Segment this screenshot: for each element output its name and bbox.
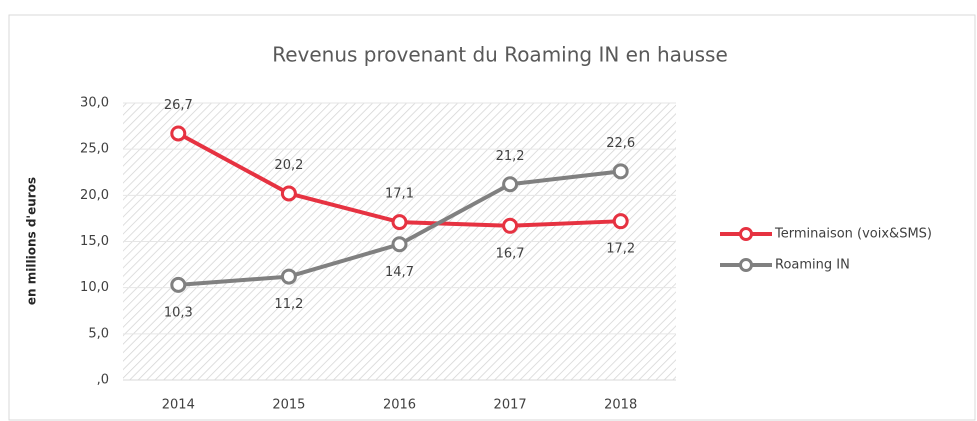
data-point — [280, 185, 297, 202]
data-label: 10,3 — [164, 305, 193, 320]
data-label: 20,2 — [274, 158, 303, 173]
legend-label: Terminaison (voix&SMS) — [774, 227, 932, 242]
y-axis-title: en millions d'euros — [25, 177, 39, 305]
data-label: 22,6 — [606, 136, 635, 151]
legend-marker — [739, 258, 753, 272]
y-tick-label: 10,0 — [80, 280, 109, 295]
x-tick-label: 2016 — [383, 398, 416, 413]
data-point — [391, 214, 408, 231]
data-point — [502, 176, 519, 193]
x-tick-label: 2014 — [162, 398, 195, 413]
chart-title: Revenus provenant du Roaming IN en hauss… — [272, 43, 728, 67]
data-point — [280, 268, 297, 285]
data-point — [612, 163, 629, 180]
data-label: 11,2 — [274, 297, 303, 312]
y-tick-label: 20,0 — [80, 188, 109, 203]
x-tick-label: 2018 — [604, 398, 637, 413]
data-label: 14,7 — [385, 265, 414, 280]
data-label: 17,1 — [385, 187, 414, 202]
x-tick-label: 2015 — [272, 398, 305, 413]
legend-marker — [739, 227, 753, 241]
data-label: 21,2 — [496, 149, 525, 164]
legend-label: Roaming IN — [775, 258, 850, 273]
y-tick-label: 15,0 — [80, 234, 109, 249]
y-tick-label: 5,0 — [88, 326, 109, 341]
data-point — [170, 125, 187, 142]
data-point — [391, 236, 408, 253]
data-point — [612, 213, 629, 230]
x-tick-label: 2017 — [494, 398, 527, 413]
data-label: 17,2 — [606, 242, 635, 257]
data-label: 26,7 — [164, 98, 193, 113]
y-tick-label: 30,0 — [80, 96, 109, 111]
y-tick-label: ,0 — [97, 373, 109, 388]
data-label: 16,7 — [496, 246, 525, 261]
data-point — [502, 217, 519, 234]
data-point — [170, 276, 187, 293]
y-tick-label: 25,0 — [80, 142, 109, 157]
